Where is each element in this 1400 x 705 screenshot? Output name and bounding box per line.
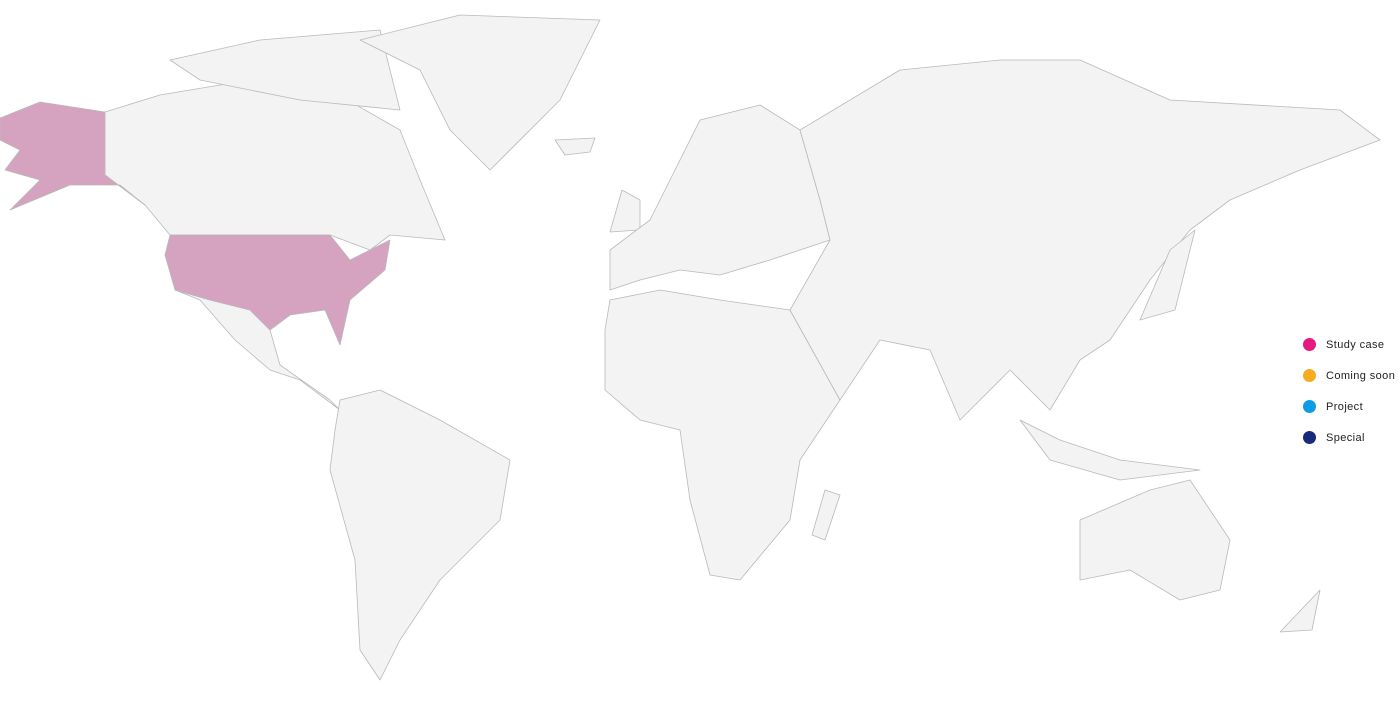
iceland[interactable] (554, 137, 596, 156)
madagascar[interactable] (811, 489, 841, 541)
legend-label: Project (1326, 400, 1364, 413)
asia[interactable] (789, 59, 1381, 421)
australia[interactable] (1079, 479, 1231, 601)
coming-soon-dot-icon (1303, 369, 1316, 382)
japan[interactable] (1139, 229, 1196, 321)
special-dot-icon (1303, 431, 1316, 444)
europe[interactable] (609, 104, 831, 291)
new-zealand[interactable] (1279, 589, 1321, 633)
project-dot-icon (1303, 400, 1316, 413)
legend-item-special[interactable]: Special (1303, 422, 1395, 453)
map-legend: Study case Coming soon Project Special (1303, 329, 1395, 453)
greenland[interactable] (359, 14, 601, 171)
legend-item-study-case[interactable]: Study case (1303, 329, 1395, 360)
legend-label: Study case (1326, 338, 1385, 351)
legend-label: Coming soon (1326, 369, 1396, 382)
south-america[interactable] (329, 389, 511, 681)
legend-item-coming-soon[interactable]: Coming soon (1303, 360, 1395, 391)
land (104, 14, 1381, 681)
legend-item-project[interactable]: Project (1303, 391, 1395, 422)
country-united-states[interactable] (164, 234, 391, 346)
africa[interactable] (604, 289, 841, 581)
study-case-dot-icon (1303, 338, 1316, 351)
highlighted-countries (0, 101, 391, 346)
indonesia[interactable] (1019, 419, 1201, 481)
arctic-islands[interactable] (169, 29, 401, 111)
country-united-states-alaska[interactable] (0, 101, 146, 211)
legend-label: Special (1326, 431, 1365, 444)
united-kingdom[interactable] (609, 189, 641, 233)
